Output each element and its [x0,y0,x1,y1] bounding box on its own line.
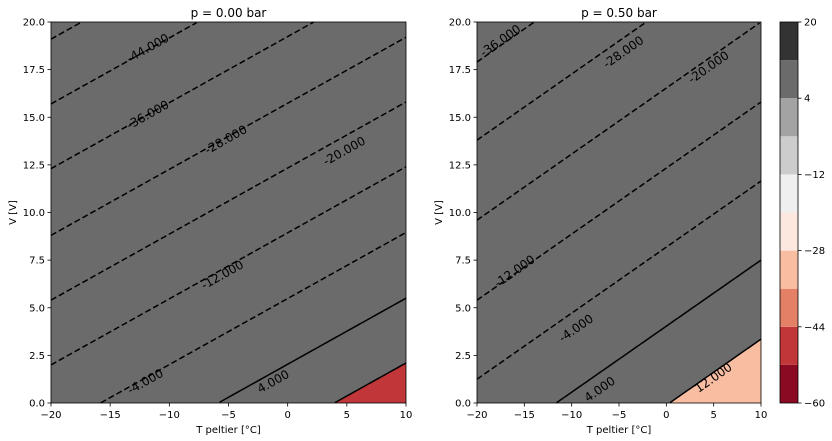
y-tick-label: 10.0 [449,208,471,219]
x-tick-label: 10 [755,410,768,421]
x-tick-label: −5 [612,410,627,421]
x-axis-label: T peltier [°C] [586,425,652,436]
x-tick-label: −15 [514,410,535,421]
contour-band [477,22,761,403]
y-tick-label: 7.5 [29,256,45,267]
colorbar-tick-label: −12 [804,170,825,181]
colorbar-segment [780,22,798,61]
colorbar-segment [780,98,798,137]
x-tick-label: 5 [344,410,350,421]
colorbar-segment [780,136,798,175]
colorbar-segment [780,364,798,403]
y-tick-label: 7.5 [455,256,471,267]
x-tick-label: −20 [40,410,61,421]
contour-line [476,22,761,221]
y-tick-label: 0.0 [29,399,45,410]
y-tick-label: 2.5 [29,351,45,362]
y-tick-label: 10.0 [23,208,45,219]
y-tick-label: 15.0 [23,113,45,124]
colorbar-tick-label: −60 [804,399,825,410]
y-tick-label: 20.0 [449,18,471,29]
colorbar-segment [780,174,798,213]
contour-line [50,101,407,301]
contour-line [219,297,407,403]
y-tick-label: 5.0 [29,303,45,314]
contour-line [556,259,762,404]
contour-line [476,21,535,63]
contour-line [50,36,407,237]
x-tick-label: −10 [159,410,180,421]
contour-line [476,180,762,380]
x-tick-label: 0 [284,410,290,421]
contour-line [476,101,762,301]
x-axis-label: T peltier [°C] [195,425,261,436]
y-tick-label: 0.0 [455,399,471,410]
contour-line [50,22,197,105]
colorbar-segment [780,212,798,251]
y-tick-label: 12.5 [23,160,45,171]
y-tick-label: 20.0 [23,18,45,29]
contour-panel-1: -44.000-36.000-28.000 -20.000-12.000-4.00… [8,6,412,436]
x-tick-label: 10 [400,410,413,421]
y-tick-label: 2.5 [455,351,471,362]
y-axis-label: V [V] [434,200,445,225]
colorbar-tick-label: 4 [804,94,810,105]
panel-title: p = 0.00 bar [191,6,267,20]
colorbar-segment [780,60,798,99]
contour-line [50,21,82,40]
y-tick-label: 12.5 [449,160,471,171]
contour-band [51,22,406,403]
contour-line [50,166,407,366]
colorbar-frame [779,21,799,404]
colorbar-segment [780,326,798,365]
y-tick-label: 17.5 [449,65,471,76]
colorbar-segment [780,250,798,289]
colorbar-tick-label: 20 [804,18,817,29]
contour-line [476,21,647,141]
colorbar: 20 4 −12 −28 −44 −60 [779,18,825,410]
x-tick-label: −5 [221,410,236,421]
colorbar-segment [780,288,798,327]
x-tick-label: 0 [663,410,669,421]
panel-title: p = 0.50 bar [581,6,657,20]
contour-line [669,338,762,404]
colorbar-tick-label: −44 [804,322,825,333]
contour-line [334,362,407,404]
y-tick-label: 5.0 [455,303,471,314]
contour-line [50,21,315,170]
y-tick-label: 15.0 [449,113,471,124]
colorbar-tick-label: −28 [804,246,825,257]
x-tick-label: 5 [710,410,716,421]
x-tick-label: −15 [100,410,121,421]
y-axis-label: V [V] [8,200,19,225]
x-tick-label: −10 [561,410,582,421]
contour-line [100,231,407,404]
x-tick-label: −20 [466,410,487,421]
y-tick-label: 17.5 [23,65,45,76]
